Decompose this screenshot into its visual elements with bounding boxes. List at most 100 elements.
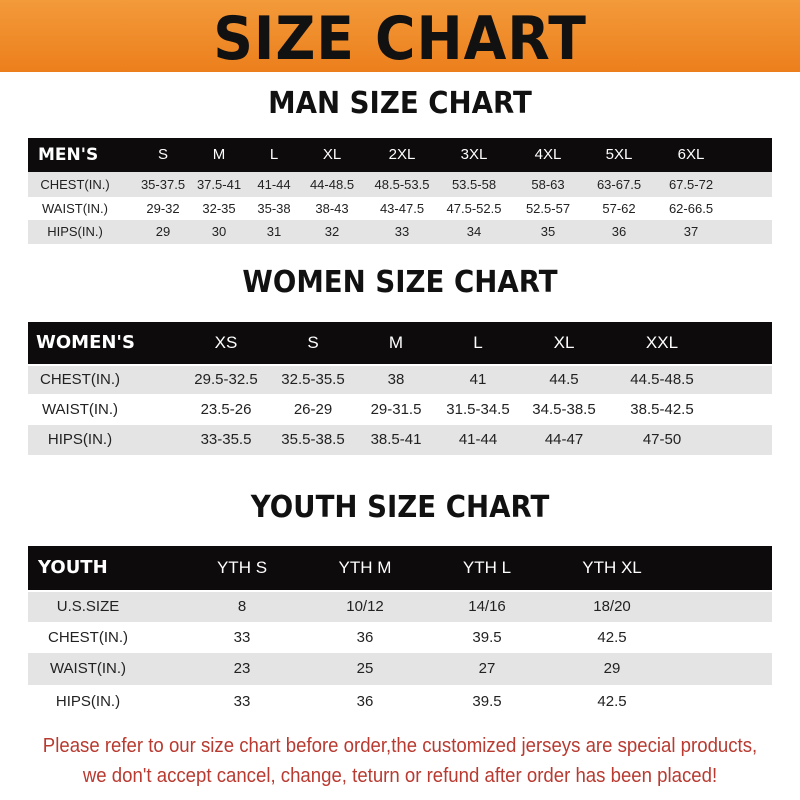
table-row: CHEST(IN.) 29.5-32.5 32.5-35.5 38 41 44.5 44.5… — [28, 366, 772, 394]
measurement-cell: 14/16 — [468, 598, 506, 615]
measurement-cell: 44-47 — [544, 431, 584, 448]
measurement-cell: 32.5-35.5 — [281, 371, 345, 388]
table-header-row: YOUTH YTH S YTH M YTH L YTH XL — [28, 546, 772, 590]
row-label: CHEST(IN.) — [48, 629, 128, 646]
measurement-cell: 23 — [233, 660, 251, 677]
table-row: HIPS(IN.) 29 30 31 32 33 34 35 36 37 — [28, 220, 772, 244]
measurement-cell: 33-35.5 — [200, 431, 252, 448]
page-title: SIZE CHART — [213, 4, 587, 74]
size-column-header: 6XL — [677, 146, 705, 163]
measurement-cell: 36 — [356, 629, 374, 646]
measurement-cell: 36 — [611, 224, 627, 239]
measurement-cell: 33 — [394, 224, 410, 239]
measurement-cell: 38 — [387, 371, 405, 388]
size-column-header: L — [473, 333, 483, 352]
table-row: WAIST(IN.) 23 25 27 29 — [28, 653, 772, 685]
measurement-cell: 35-38 — [257, 201, 291, 216]
table-row: U.S.SIZE 8 10/12 14/16 18/20 — [28, 592, 772, 622]
measurement-cell: 39.5 — [472, 629, 502, 646]
measurement-cell: 8 — [237, 598, 247, 615]
measurement-cell: 44.5-48.5 — [630, 371, 694, 388]
row-label: WAIST(IN.) — [42, 201, 108, 216]
table-header-row: WOMEN'S XS S M L XL XXL — [28, 322, 772, 364]
size-column-header: XXL — [645, 333, 679, 352]
measurement-cell: 31.5-34.5 — [446, 401, 510, 418]
measurement-cell: 63-67.5 — [596, 177, 642, 192]
row-label: CHEST(IN.) — [40, 371, 120, 388]
measurement-cell: 35.5-38.5 — [281, 431, 345, 448]
measurement-cell: 52.5-57 — [525, 201, 571, 216]
row-label: WAIST(IN.) — [49, 660, 127, 677]
measurement-cell: 29 — [603, 660, 621, 677]
measurement-cell: 47.5-52.5 — [446, 201, 502, 216]
measurement-cell: 38-43 — [315, 201, 349, 216]
table-header-row: MEN'S S M L XL 2XL 3XL 4XL 5XL 6XL — [28, 138, 772, 172]
table-row: HIPS(IN.) 33-35.5 35.5-38.5 38.5-41 41-44 44-… — [28, 425, 772, 455]
size-column-header: L — [269, 146, 279, 163]
size-column-header: YTH M — [338, 558, 392, 577]
row-label: HIPS(IN.) — [47, 431, 113, 448]
measurement-cell: 34 — [466, 224, 482, 239]
row-label: CHEST(IN.) — [40, 177, 110, 192]
measurement-cell: 32-35 — [202, 201, 236, 216]
measurement-cell: 41-44 — [257, 177, 291, 192]
measurement-cell: 48.5-53.5 — [374, 177, 430, 192]
table-row: WAIST(IN.) 29-32 32-35 35-38 38-43 43-47.5 47.… — [28, 197, 772, 220]
size-column-header: 2XL — [388, 146, 416, 163]
measurement-cell: 41 — [469, 371, 487, 388]
measurement-cell: 35 — [540, 224, 556, 239]
measurement-cell: 31 — [266, 224, 282, 239]
size-column-header: S — [157, 146, 169, 163]
measurement-cell: 37.5-41 — [196, 177, 242, 192]
measurement-cell: 35-37.5 — [140, 177, 186, 192]
youth-section-title: YOUTH SIZE CHART — [250, 490, 550, 525]
measurement-cell: 27 — [478, 660, 496, 677]
measurement-cell: 39.5 — [472, 693, 502, 710]
measurement-cell: 44-48.5 — [309, 177, 355, 192]
measurement-cell: 57-62 — [602, 201, 636, 216]
size-column-header: XS — [214, 333, 238, 352]
notice-line-2: we don't accept cancel, change, teturn o… — [82, 765, 718, 787]
size-column-header: M — [388, 333, 404, 352]
measurement-cell: 26-29 — [293, 401, 333, 418]
row-label: WAIST(IN.) — [41, 401, 119, 418]
measurement-cell: 47-50 — [642, 431, 682, 448]
measurement-cell: 42.5 — [597, 693, 627, 710]
measurement-cell: 33 — [233, 629, 251, 646]
row-label: U.S.SIZE — [56, 598, 120, 615]
table-row: WAIST(IN.) 23.5-26 26-29 29-31.5 31.5-34.5 34… — [28, 395, 772, 424]
measurement-cell: 10/12 — [346, 598, 384, 615]
table-header-label: MEN'S — [38, 145, 99, 165]
measurement-cell: 25 — [356, 660, 374, 677]
women-section-title: WOMEN SIZE CHART — [242, 265, 558, 300]
measurement-cell: 37 — [683, 224, 699, 239]
measurement-cell: 34.5-38.5 — [532, 401, 596, 418]
measurement-cell: 29-31.5 — [370, 401, 422, 418]
measurement-cell: 29 — [155, 224, 171, 239]
measurement-cell: 43-47.5 — [379, 201, 425, 216]
measurement-cell: 38.5-41 — [370, 431, 422, 448]
measurement-cell: 62-66.5 — [668, 201, 714, 216]
men-section-title: MAN SIZE CHART — [268, 86, 532, 121]
table-row: CHEST(IN.) 33 36 39.5 42.5 — [28, 622, 772, 653]
size-column-header: YTH L — [462, 558, 512, 577]
title-banner: SIZE CHART — [0, 0, 800, 74]
measurement-cell: 38.5-42.5 — [630, 401, 694, 418]
measurement-cell: 36 — [356, 693, 374, 710]
measurement-cell: 23.5-26 — [200, 401, 252, 418]
measurement-cell: 58-63 — [531, 177, 565, 192]
measurement-cell: 44.5 — [549, 371, 579, 388]
measurement-cell: 18/20 — [593, 598, 631, 615]
measurement-cell: 53.5-58 — [451, 177, 497, 192]
size-column-header: 3XL — [460, 146, 488, 163]
measurement-cell: 32 — [324, 224, 340, 239]
measurement-cell: 29.5-32.5 — [194, 371, 258, 388]
measurement-cell: 29-32 — [146, 201, 180, 216]
table-header-label: YOUTH — [38, 557, 108, 578]
size-column-header: XL — [553, 333, 575, 352]
size-column-header: 5XL — [605, 146, 633, 163]
size-column-header: YTH S — [216, 558, 268, 577]
measurement-cell: 41-44 — [458, 431, 498, 448]
measurement-cell: 33 — [233, 693, 251, 710]
table-row: CHEST(IN.) 35-37.5 37.5-41 41-44 44-48.5 48.5… — [28, 172, 772, 197]
